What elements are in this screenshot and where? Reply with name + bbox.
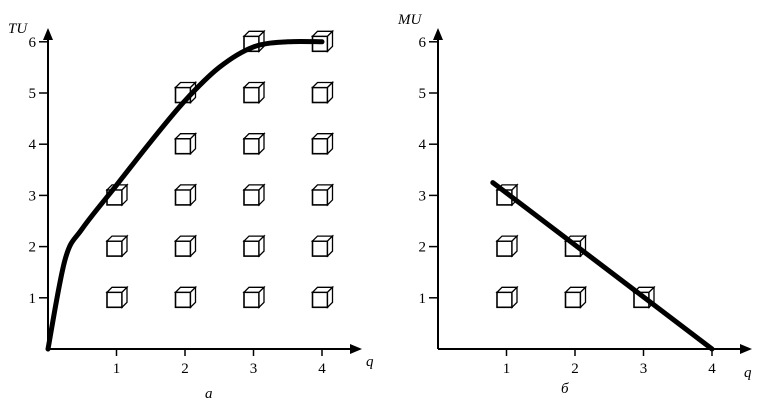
y-axis-arrow [43, 28, 53, 40]
cube [242, 285, 266, 309]
cube [173, 132, 198, 156]
x-axis-title: q [744, 365, 752, 381]
cube-front [496, 240, 513, 257]
cube-side [258, 234, 265, 258]
cube-side [121, 183, 128, 207]
y-axis-title: TU [8, 21, 28, 37]
x-tick-label: 1 [503, 361, 511, 377]
y-tick-label: 4 [29, 137, 37, 153]
cube [310, 234, 335, 258]
cube-front [243, 240, 260, 257]
cube [242, 183, 266, 207]
cube-side [189, 183, 197, 207]
x-axis-arrow [740, 344, 752, 354]
cube-side [511, 285, 518, 309]
x-tick-label: 2 [571, 361, 579, 377]
cube [242, 132, 266, 156]
y-tick-label: 5 [419, 86, 427, 102]
cube-front [174, 189, 192, 206]
cube-side [258, 132, 265, 156]
cube-side [579, 285, 587, 309]
cube-side [326, 132, 334, 156]
cube-side [121, 234, 128, 258]
panel-tu: TU q а 1 2 3 4 5 6 1 2 3 4 [8, 21, 374, 401]
cube-front [174, 137, 192, 155]
cube-side [326, 29, 334, 53]
cube [105, 234, 129, 258]
cube [563, 285, 588, 309]
cube [173, 234, 198, 258]
cube [310, 80, 335, 105]
y-tick-label: 3 [419, 188, 427, 204]
cube-front [243, 291, 260, 309]
x-axis-arrow [350, 344, 362, 354]
cube [173, 285, 198, 309]
y-tick-label: 1 [29, 291, 37, 307]
x-tick-label: 4 [318, 361, 326, 377]
cube-front [243, 189, 260, 206]
cube [495, 285, 519, 309]
cube [310, 183, 335, 207]
cube-side [189, 234, 197, 258]
cube-front [174, 291, 192, 309]
cube [242, 234, 266, 258]
mu-line [490, 180, 715, 352]
cube [310, 285, 335, 309]
cube-front [311, 189, 329, 206]
cube-side [121, 285, 128, 309]
cube-front [106, 291, 123, 309]
cube-side [258, 285, 265, 309]
y-axis-arrow [433, 28, 443, 40]
cube-side [326, 234, 334, 258]
cube-front [243, 86, 260, 104]
cube-front [311, 86, 329, 104]
x-tick-label: 3 [640, 361, 648, 377]
cube-side [326, 80, 334, 105]
y-tick-label: 6 [419, 35, 427, 51]
y-tick-label: 4 [419, 137, 427, 153]
cube [310, 132, 335, 156]
cube-side [326, 183, 334, 207]
panel-mu: MU q б 1 2 3 4 5 6 1 2 3 4 [397, 12, 752, 397]
panel-caption: б [561, 381, 569, 397]
x-axis-title: q [366, 354, 374, 370]
y-tick-label: 5 [29, 86, 37, 102]
cube [173, 183, 198, 207]
y-tick-label: 2 [419, 240, 427, 256]
x-tick-label: 4 [708, 361, 716, 377]
y-tick-label: 2 [29, 240, 37, 256]
panel-caption: а [205, 386, 213, 401]
cube-side [511, 234, 518, 258]
cube-front [564, 291, 582, 309]
y-tick-label: 6 [29, 35, 37, 51]
cube-front [311, 291, 329, 309]
tu-curve [45, 38, 325, 352]
cube [242, 80, 266, 105]
cube-front [243, 137, 260, 155]
cube-front [311, 137, 329, 155]
cube-front [174, 240, 192, 257]
x-tick-label: 3 [250, 361, 258, 377]
cube [105, 285, 129, 309]
cube-side [326, 285, 334, 309]
cube-side [189, 132, 197, 156]
cube-side [189, 285, 197, 309]
cube-front [496, 291, 513, 309]
y-axis-title: MU [397, 12, 422, 28]
cube-front [311, 240, 329, 257]
y-tick-label: 1 [419, 291, 427, 307]
x-tick-label: 1 [113, 361, 121, 377]
x-tick-label: 2 [181, 361, 189, 377]
cube-side [258, 80, 265, 105]
cube [495, 234, 519, 258]
cube-front [106, 240, 123, 257]
cube-side [258, 183, 265, 207]
y-tick-label: 3 [29, 188, 37, 204]
